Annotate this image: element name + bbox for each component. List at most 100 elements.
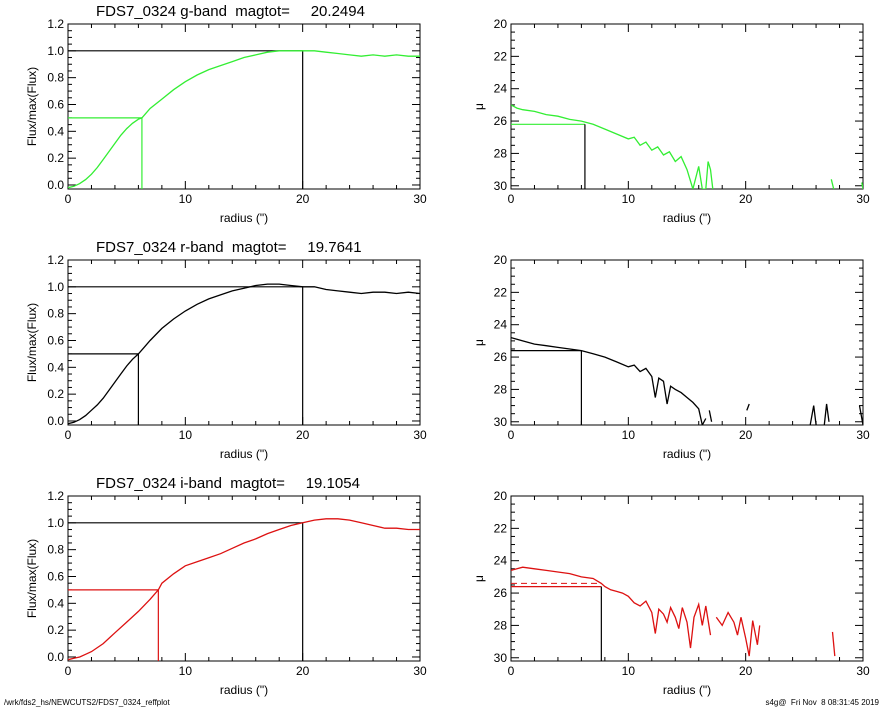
plot-frame xyxy=(67,23,421,190)
footer-left: /wrk/fds2_hs/NEWCUTS2/FDS7_0324_reffplot xyxy=(4,698,170,707)
x-axis-label: radius (") xyxy=(220,447,268,461)
series-fragment xyxy=(715,611,761,657)
x-tick-label: 30 xyxy=(413,664,427,678)
y-tick-label: 22 xyxy=(494,49,508,63)
y-tick-label: 20 xyxy=(494,17,508,31)
x-tick-label: 10 xyxy=(622,428,636,442)
series-line xyxy=(511,336,707,425)
y-axis-label: Flux/max(Flux) xyxy=(25,67,39,146)
y-tick-label: 0.6 xyxy=(47,569,64,583)
series-fragment xyxy=(830,179,835,189)
x-tick-label: 0 xyxy=(508,428,515,442)
x-tick-label: 20 xyxy=(739,428,753,442)
y-axis-label: Flux/max(Flux) xyxy=(25,539,39,618)
plot-area xyxy=(68,283,420,425)
chart-title: FDS7_0324 i-band magtot= 19.1054 xyxy=(96,475,360,492)
plot-frame xyxy=(510,495,864,662)
y-tick-label: 26 xyxy=(494,586,508,600)
x-tick-label: 10 xyxy=(622,664,636,678)
y-tick-label: 0.4 xyxy=(47,596,64,610)
series-line xyxy=(511,104,714,189)
y-tick-label: 0.0 xyxy=(47,414,64,428)
series-fragment xyxy=(708,410,713,422)
x-tick-label: 30 xyxy=(413,192,427,206)
x-tick-label: 20 xyxy=(296,428,310,442)
plot-frame xyxy=(67,259,421,426)
y-tick-label: 0.8 xyxy=(47,543,64,557)
plot-area xyxy=(511,104,863,189)
chart-title: FDS7_0324 g-band magtot= 20.2494 xyxy=(96,3,365,20)
y-tick-label: 22 xyxy=(494,285,508,299)
x-tick-label: 30 xyxy=(856,428,870,442)
plot-area xyxy=(68,518,420,661)
y-tick-label: 24 xyxy=(494,318,508,332)
series-fragment xyxy=(823,403,830,425)
y-tick-label: 28 xyxy=(494,146,508,160)
total-flux-marker xyxy=(68,50,304,189)
x-axis-label: radius (") xyxy=(663,211,711,225)
chart-panel-4: 0 10 20 30 0.0 0.2 0.4 0.6 0.8 1.0 1.2 radius (") Fl… xyxy=(25,475,427,697)
y-tick-label: 30 xyxy=(494,651,508,665)
plot-area xyxy=(511,336,863,425)
chart-panel-2: 0 10 20 30 0.0 0.2 0.4 0.6 0.8 1.0 1.2 radius (") Fl… xyxy=(25,239,427,461)
y-tick-label: 0.2 xyxy=(47,387,64,401)
y-tick-label: 26 xyxy=(494,114,508,128)
x-tick-label: 10 xyxy=(179,428,193,442)
y-tick-label: 28 xyxy=(494,382,508,396)
x-tick-label: 0 xyxy=(508,664,515,678)
x-tick-label: 10 xyxy=(179,192,193,206)
plot-frame xyxy=(510,23,864,190)
chart-title: FDS7_0324 r-band magtot= 19.7641 xyxy=(96,239,362,256)
y-tick-label: 1.0 xyxy=(47,44,64,58)
y-tick-label: 1.0 xyxy=(47,280,64,294)
y-tick-label: 30 xyxy=(494,179,508,193)
x-tick-label: 20 xyxy=(739,664,753,678)
y-tick-label: 1.2 xyxy=(47,489,64,503)
series-fragment xyxy=(861,182,863,189)
series-line xyxy=(68,283,420,425)
y-tick-label: 28 xyxy=(494,618,508,632)
chart-panel-1: 0 10 20 30 20 22 24 26 28 30 radius (") μ xyxy=(472,17,870,225)
y-tick-label: 1.0 xyxy=(47,516,64,530)
x-tick-label: 20 xyxy=(296,664,310,678)
y-tick-label: 0.2 xyxy=(47,623,64,637)
series-line xyxy=(68,518,420,661)
y-axis-label: μ xyxy=(472,339,486,346)
series-fragment xyxy=(831,631,836,657)
y-tick-label: 20 xyxy=(494,253,508,267)
x-axis-label: radius (") xyxy=(663,683,711,697)
y-axis-label: Flux/max(Flux) xyxy=(25,303,39,382)
plot-area xyxy=(68,50,420,189)
y-tick-label: 0.0 xyxy=(47,178,64,192)
x-tick-label: 0 xyxy=(65,428,72,442)
x-tick-label: 0 xyxy=(65,192,72,206)
y-tick-label: 0.8 xyxy=(47,71,64,85)
y-tick-label: 22 xyxy=(494,521,508,535)
chart-panel-5: 0 10 20 30 20 22 24 26 28 30 radius (") μ xyxy=(472,489,870,697)
y-tick-label: 30 xyxy=(494,415,508,429)
x-tick-label: 0 xyxy=(65,664,72,678)
chart-panel-3: 0 10 20 30 20 22 24 26 28 30 radius (") μ xyxy=(472,253,870,461)
y-tick-label: 0.4 xyxy=(47,124,64,138)
y-tick-label: 0.6 xyxy=(47,333,64,347)
y-tick-label: 20 xyxy=(494,489,508,503)
series-line xyxy=(68,50,420,189)
total-flux-marker xyxy=(68,522,304,661)
series-line xyxy=(511,566,712,649)
y-tick-label: 0.8 xyxy=(47,307,64,321)
x-tick-label: 30 xyxy=(413,428,427,442)
x-axis-label: radius (") xyxy=(220,211,268,225)
plot-frame xyxy=(67,495,421,662)
y-axis-label: μ xyxy=(472,575,486,582)
plot-area xyxy=(511,566,836,661)
x-tick-label: 10 xyxy=(179,664,193,678)
y-tick-label: 0.6 xyxy=(47,97,64,111)
y-tick-label: 0.0 xyxy=(47,650,64,664)
series-fragment xyxy=(809,405,817,425)
x-axis-label: radius (") xyxy=(220,683,268,697)
y-axis-label: μ xyxy=(472,103,486,110)
plot-frame xyxy=(510,259,864,426)
y-tick-label: 1.2 xyxy=(47,17,64,31)
y-tick-label: 1.2 xyxy=(47,253,64,267)
